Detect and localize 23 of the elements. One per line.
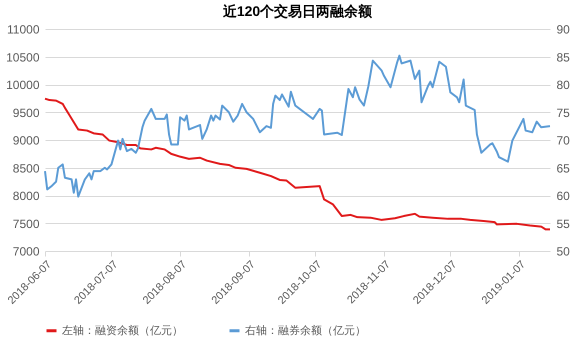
- y-tick-label: 8000: [12, 189, 40, 203]
- y-tick-label: 9500: [12, 106, 40, 120]
- y2-tick-label: 75: [556, 106, 570, 120]
- y-tick-label: 10000: [6, 78, 40, 92]
- line-series: [44, 54, 551, 198]
- y2-tick-label: 50: [556, 244, 570, 258]
- y-tick-label: 7000: [12, 244, 40, 258]
- y-tick-label: 11000: [7, 22, 40, 36]
- y2-tick-label: 80: [556, 78, 570, 92]
- y-tick-label: 8500: [12, 161, 40, 176]
- line-series: [44, 98, 551, 230]
- y2-tick-label: 60: [556, 189, 570, 203]
- legend-label: 左轴：融资余额（亿元）: [62, 324, 183, 337]
- y2-tick-label: 85: [556, 50, 570, 64]
- y-tick-label: 10500: [6, 50, 40, 64]
- y2-tick-label: 90: [556, 22, 570, 36]
- y2-tick-label: 70: [556, 134, 570, 148]
- y-tick-label: 7500: [12, 216, 40, 231]
- y-tick-label: 9000: [12, 134, 40, 148]
- legend-label: 右轴：融券余额（亿元）: [245, 324, 366, 337]
- chart-title: 近120个交易日两融余额: [222, 3, 374, 19]
- y2-tick-label: 55: [556, 216, 570, 231]
- y2-tick-label: 65: [556, 161, 570, 176]
